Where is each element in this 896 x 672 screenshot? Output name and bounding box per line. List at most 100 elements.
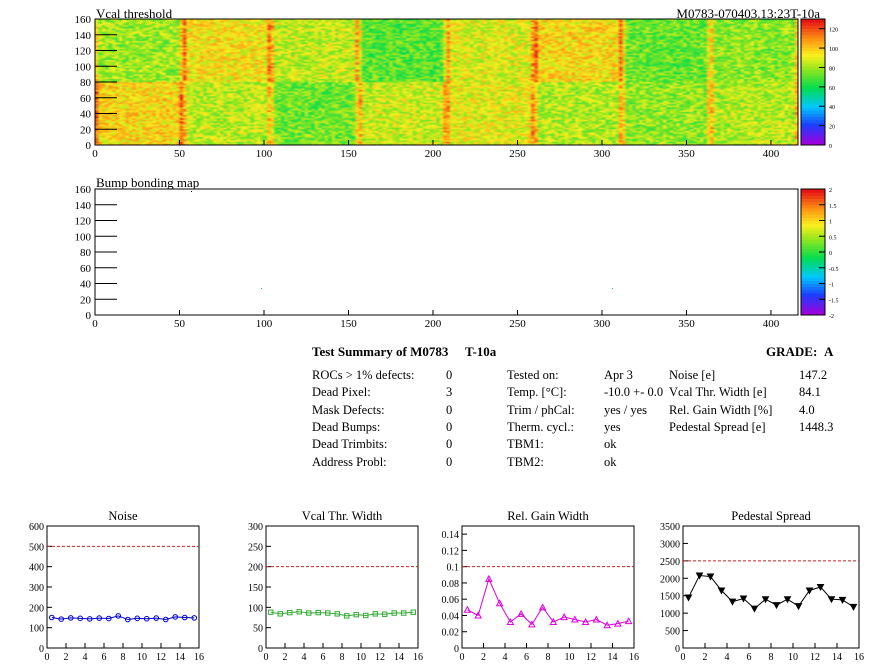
data-point — [306, 610, 312, 616]
condition-value: Apr 3 — [604, 368, 633, 382]
chart-title: Pedestal Spread — [731, 509, 811, 523]
y-tick-label: 60 — [80, 263, 92, 275]
grade-label: GRADE: — [766, 344, 818, 359]
y-tick-label: 2500 — [660, 557, 680, 568]
palette-tick-label: 120 — [829, 28, 838, 34]
y-tick-label: 250 — [248, 542, 263, 553]
data-point — [581, 617, 590, 625]
data-point — [614, 619, 622, 627]
y-tick-label: 0 — [675, 644, 680, 655]
condition-value: ok — [604, 437, 617, 452]
data-point — [739, 595, 748, 603]
heatmap-palette: -2 -1.5 -1 -0.5 0 0.5 1 1.5 2 — [800, 188, 839, 320]
x-tick-label: 0 — [460, 652, 465, 663]
x-tick-label: 200 — [425, 148, 442, 160]
chart-title: Vcal Thr. Width — [302, 509, 383, 523]
x-tick-label: 10 — [565, 652, 575, 663]
data-point — [761, 596, 770, 604]
heatmap-palette: 0 20 40 60 80 100 120 — [800, 18, 838, 150]
y-tick-label: 80 — [80, 77, 92, 89]
data-point — [334, 611, 340, 617]
data-point — [115, 613, 122, 619]
data-point — [695, 572, 704, 580]
data-point — [495, 599, 504, 607]
y-tick-label: 120 — [75, 46, 92, 58]
x-tick-label: 2 — [703, 652, 708, 663]
y-tick-label: 3000 — [660, 539, 680, 550]
data-point — [485, 574, 493, 582]
data-point — [391, 610, 397, 616]
width-label: Rel. Gain Width [%] — [669, 402, 773, 417]
y-tick-label: 1500 — [660, 592, 680, 603]
y-tick-label: 160 — [75, 14, 92, 26]
data-point — [538, 603, 547, 611]
data-point — [827, 596, 836, 604]
data-point — [277, 611, 283, 617]
y-tick-label: 100 — [75, 61, 92, 73]
data-point — [571, 615, 579, 623]
data-point — [287, 609, 293, 616]
x-tick-label: 2 — [64, 652, 69, 663]
x-tick-label: 250 — [509, 318, 526, 330]
palette-tick-label: 40 — [829, 105, 835, 111]
y-tick-label: 50 — [253, 624, 263, 635]
x-tick-label: 6 — [102, 652, 107, 663]
y-tick-label: 3500 — [660, 522, 680, 533]
y-tick-label: 2000 — [660, 574, 680, 585]
data-point — [172, 614, 179, 620]
data-point — [382, 611, 388, 617]
data-point — [315, 609, 321, 616]
x-tick-label: 150 — [340, 148, 357, 160]
data-point — [124, 616, 131, 623]
bump-bonding-heatmap: Bump bonding map 0 50 100 150 200 250 300 350 40… — [75, 175, 839, 330]
condition-value: yes — [604, 419, 621, 434]
y-tick-label: 0 — [86, 140, 92, 152]
x-tick-label: 8 — [546, 652, 551, 663]
defect-value: 0 — [446, 419, 453, 434]
module-label: M0783-070403.13:23T-10a — [676, 6, 820, 21]
x-tick-label: 4 — [725, 652, 730, 663]
data-point — [506, 617, 515, 625]
heatmap-axes: 0 50 100 150 200 250 300 350 4000204060801001201… — [75, 14, 799, 160]
data-point — [268, 609, 274, 615]
y-tick-label: 300 — [248, 522, 263, 533]
data-point — [363, 612, 369, 619]
x-tick-label: 12 — [375, 652, 385, 663]
x-tick-label: 16 — [194, 652, 204, 663]
condition-label: TBM1: — [507, 437, 544, 452]
palette-tick-label: -1 — [829, 283, 834, 289]
y-tick-label: 0.14 — [442, 530, 460, 541]
x-tick-label: 14 — [394, 652, 404, 663]
data-point — [86, 616, 93, 622]
y-tick-label: 100 — [29, 624, 44, 635]
palette-tick-label: 2 — [829, 188, 832, 194]
chart-title: Rel. Gain Width — [507, 509, 589, 523]
data-point — [344, 613, 350, 619]
y-tick-label: 0.12 — [442, 546, 460, 557]
data-point — [706, 573, 715, 581]
x-tick-label: 14 — [608, 652, 618, 663]
series-line — [467, 577, 629, 626]
x-tick-label: 2 — [481, 652, 486, 663]
heatmap-axes: 0 50 100 150 200 250 300 350 4000204060801001201… — [75, 184, 799, 330]
x-tick-label: 14 — [175, 652, 185, 663]
summary-temp-label: T-10a — [465, 344, 497, 359]
defect-value: 0 — [446, 437, 453, 452]
data-point — [410, 609, 416, 615]
condition-label: Therm. cycl.: — [507, 419, 574, 434]
y-tick-label: 0.02 — [442, 628, 460, 639]
data-point — [474, 611, 482, 619]
x-tick-label: 0 — [45, 652, 50, 663]
defect-label: Address Probl: — [312, 454, 387, 469]
data-point — [592, 615, 601, 623]
x-tick-label: 400 — [763, 318, 780, 330]
data-point — [560, 613, 568, 621]
palette-tick-label: 1 — [829, 220, 832, 226]
x-tick-label: 4 — [83, 652, 88, 663]
data-point — [624, 617, 633, 625]
defect-label: Mask Defects: — [312, 402, 385, 417]
data-point — [105, 615, 112, 622]
y-tick-label: 500 — [665, 627, 680, 638]
data-point — [401, 610, 407, 616]
